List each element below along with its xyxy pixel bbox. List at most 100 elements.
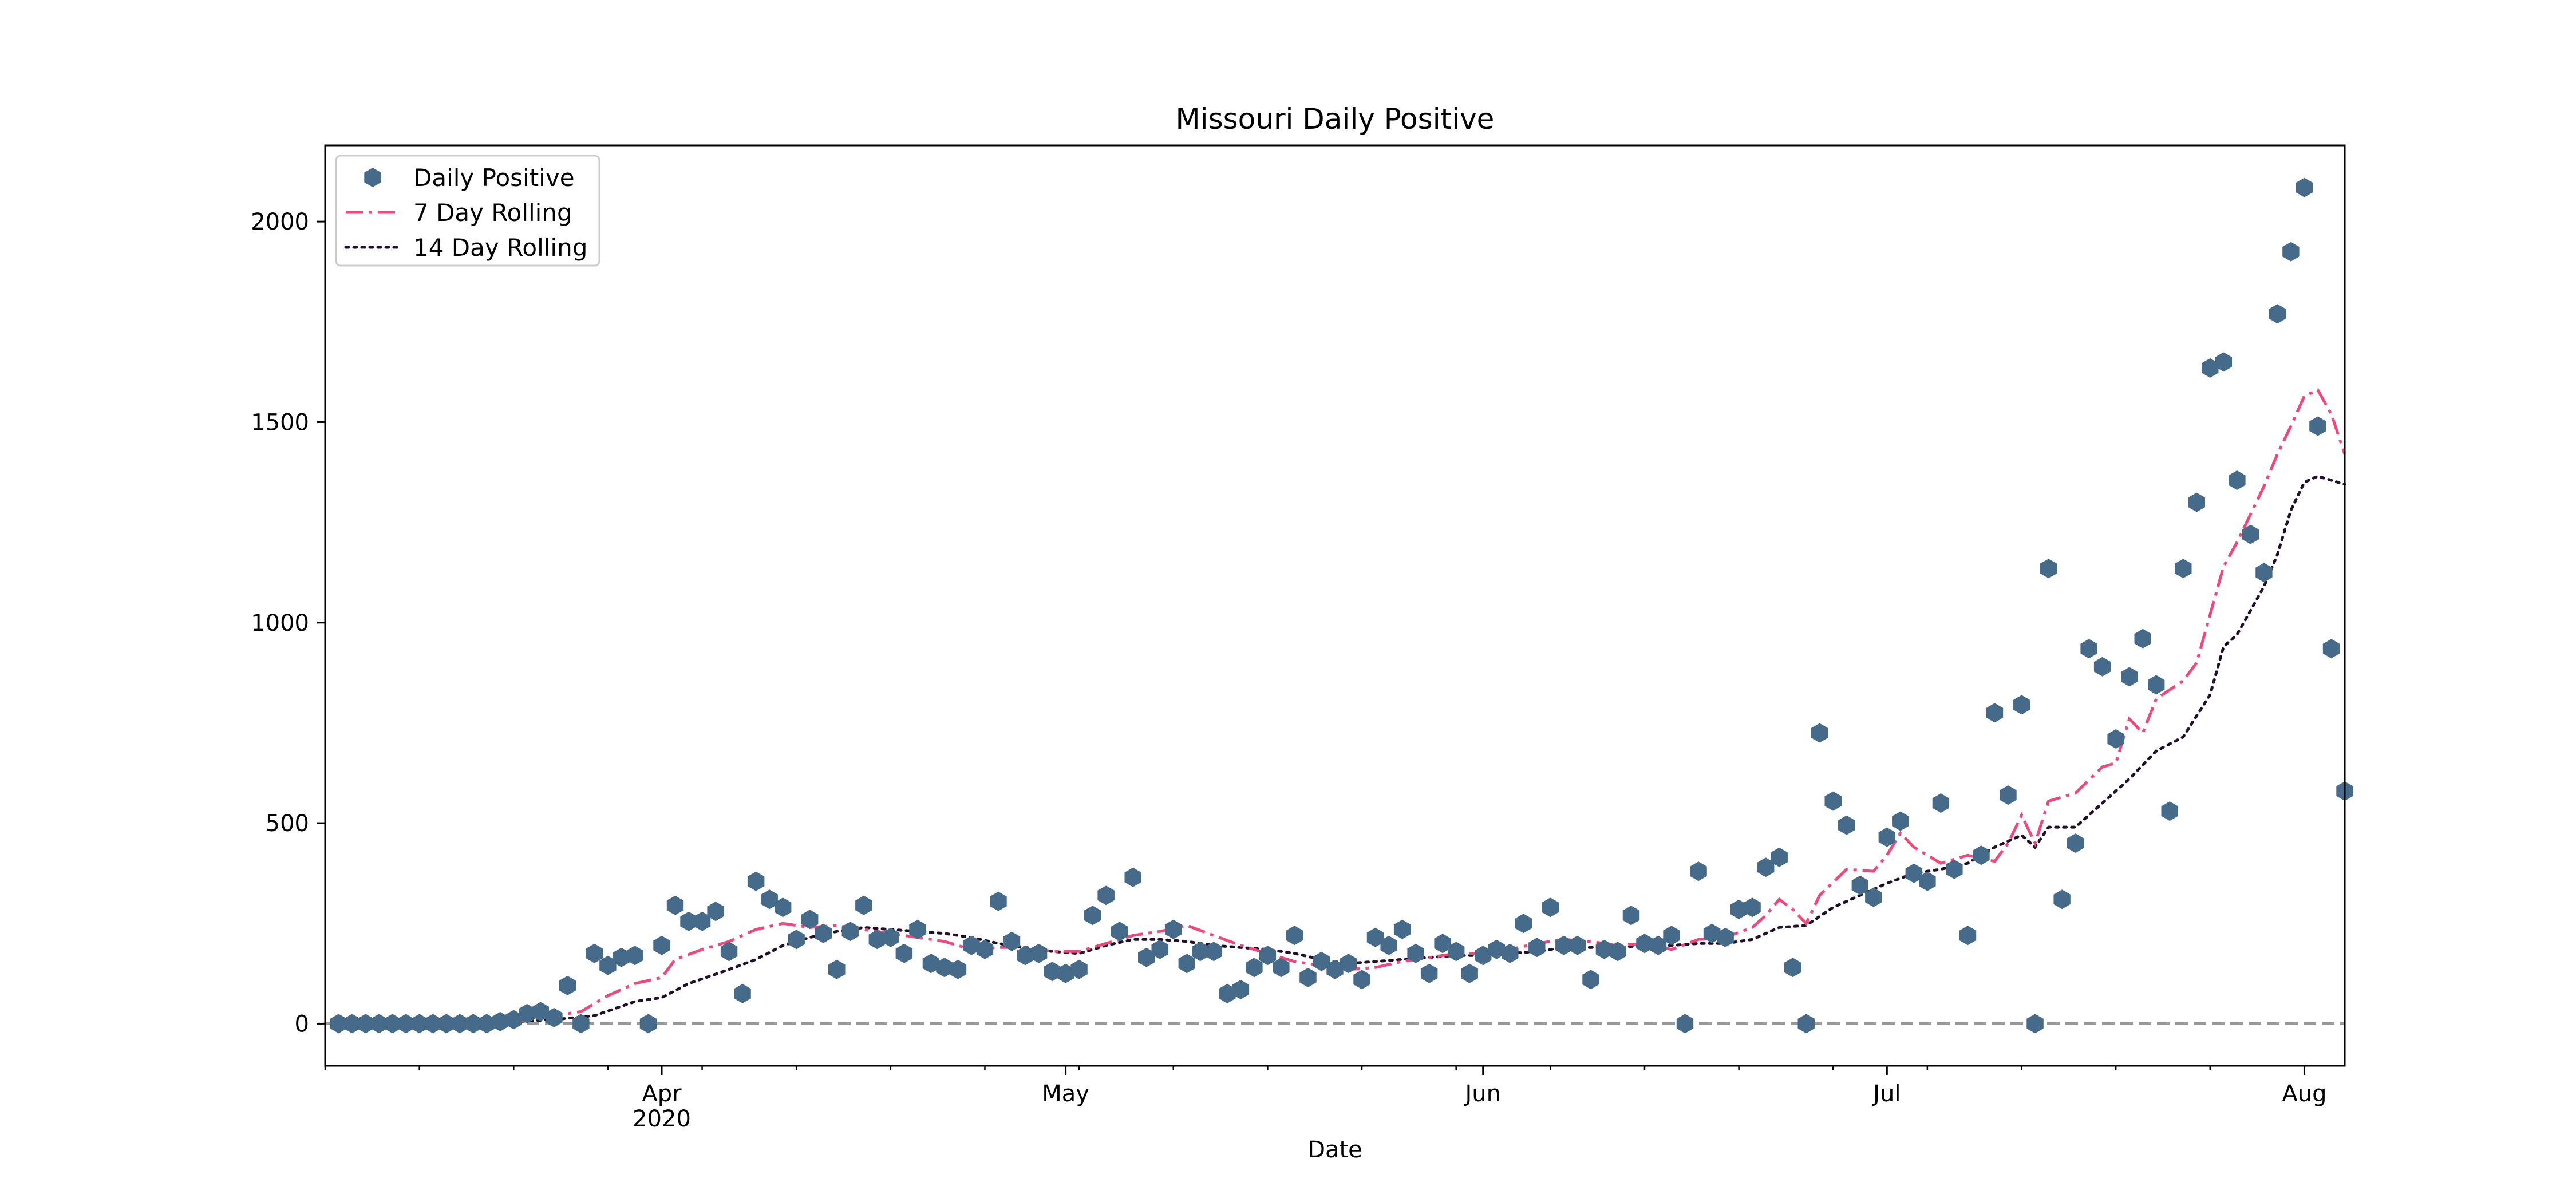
- daily-positive-point: [1461, 963, 1478, 983]
- daily-positive-point: [1448, 942, 1465, 962]
- daily-positive-point: [1851, 875, 1868, 895]
- daily-positive-point: [1097, 885, 1115, 906]
- daily-positive-point: [1017, 946, 1034, 966]
- x-tick-label: Jun: [1463, 1081, 1501, 1107]
- daily-positive-point: [370, 1014, 388, 1034]
- daily-positive-point: [2148, 675, 2165, 695]
- x-tick-sublabel: 2020: [633, 1106, 691, 1132]
- daily-positive-point: [1986, 703, 2004, 723]
- y-tick-label: 2000: [251, 209, 309, 235]
- daily-positive-point: [976, 939, 994, 959]
- rolling-14-series: [512, 475, 2346, 1023]
- daily-positive-point: [922, 954, 940, 974]
- daily-positive-point: [2121, 667, 2138, 687]
- daily-positive-point: [626, 946, 643, 966]
- y-tick-label: 1500: [251, 409, 309, 436]
- daily-positive-point: [465, 1014, 482, 1034]
- daily-positive-point: [801, 910, 819, 930]
- daily-positive-point: [1246, 958, 1263, 978]
- daily-positive-point: [2188, 492, 2205, 512]
- daily-positive-point: [1151, 939, 1168, 959]
- daily-positive-point: [1717, 927, 1734, 947]
- axes-frame: [324, 144, 2346, 1067]
- daily-positive-point: [2229, 470, 2246, 490]
- daily-positive-point: [1420, 963, 1438, 983]
- daily-positive-point: [519, 1003, 536, 1023]
- daily-positive-point: [1003, 931, 1021, 951]
- daily-positive-point: [478, 1014, 495, 1034]
- daily-positive-point: [2322, 639, 2340, 659]
- daily-positive-point: [775, 897, 792, 918]
- plot-area: [325, 177, 2353, 1034]
- daily-positive-point: [693, 911, 711, 931]
- daily-positive-point: [1865, 887, 1882, 907]
- daily-positive-point: [2013, 695, 2030, 715]
- daily-positive-point: [639, 1014, 657, 1034]
- daily-positive-point: [1044, 962, 1061, 982]
- daily-positive-point: [451, 1014, 468, 1034]
- daily-positive-point: [1528, 938, 1546, 958]
- daily-positive-point: [1703, 923, 1721, 943]
- daily-positive-point: [1340, 954, 1357, 974]
- daily-positive-point: [2000, 785, 2017, 805]
- daily-positive-point: [2161, 801, 2178, 821]
- daily-positive-point: [1273, 958, 1290, 978]
- daily-positive-point: [680, 911, 697, 931]
- daily-positive-point: [1111, 922, 1128, 942]
- daily-positive-point: [855, 895, 872, 915]
- daily-positive-point: [2296, 177, 2313, 197]
- daily-positive-point: [1393, 919, 1411, 939]
- legend: Daily Positive 7 Day Rolling 14 Day Rollin…: [335, 155, 600, 267]
- daily-positive-point: [1502, 943, 1519, 963]
- rolling-7-series: [513, 388, 2346, 1023]
- daily-positive-point: [1622, 906, 1640, 926]
- daily-positive-point: [532, 1002, 549, 1022]
- daily-positive-point: [909, 919, 926, 939]
- daily-positive-point: [1757, 857, 1775, 877]
- x-tick-label: May: [1042, 1081, 1089, 1107]
- daily-positive-point: [1515, 914, 1532, 934]
- daily-positive-point: [936, 958, 953, 978]
- daily-positive-point: [1030, 943, 1048, 963]
- daily-positive-point: [2282, 242, 2300, 262]
- daily-positive-point: [815, 923, 832, 943]
- daily-positive-point: [613, 947, 630, 967]
- daily-positive-point: [330, 1014, 347, 1034]
- daily-positive-point: [1488, 939, 1505, 959]
- daily-positive-point: [1744, 897, 1761, 918]
- daily-positive-point: [559, 975, 576, 995]
- daily-positive-point: [2309, 416, 2326, 436]
- daily-positive-point: [2067, 833, 2084, 853]
- daily-positive-point: [586, 943, 603, 963]
- daily-positive-point: [1542, 897, 1559, 918]
- daily-positive-point: [384, 1014, 401, 1034]
- daily-positive-point: [828, 959, 846, 979]
- daily-positive-point: [1730, 899, 1748, 919]
- daily-positive-point: [2080, 639, 2097, 659]
- daily-positive-point: [1178, 954, 1195, 974]
- daily-positive-point: [1232, 979, 1250, 999]
- daily-positive-point: [1771, 847, 1788, 867]
- daily-positive-point: [1946, 859, 1963, 879]
- daily-positive-point: [1663, 926, 1680, 946]
- daily-positive-point: [949, 959, 967, 979]
- daily-positive-point: [424, 1014, 441, 1034]
- daily-positive-point: [882, 927, 899, 947]
- daily-positive-point: [1892, 811, 1909, 831]
- daily-positive-point: [599, 955, 617, 975]
- daily-positive-point: [1555, 935, 1573, 955]
- daily-positive-point: [990, 891, 1007, 911]
- daily-positive-point: [1811, 723, 1828, 743]
- daily-positive-point: [1286, 926, 1303, 946]
- daily-positive-point: [841, 922, 859, 942]
- daily-positive-point: [734, 983, 751, 1003]
- daily-positive-point: [1084, 906, 1101, 926]
- daily-positive-point: [2215, 352, 2232, 372]
- daily-positive-point: [1878, 827, 1895, 847]
- daily-positive-point: [1636, 934, 1653, 954]
- x-tick-label: Jul: [1871, 1081, 1901, 1107]
- daily-positive-point: [1649, 935, 1667, 955]
- daily-positive-point: [1407, 943, 1424, 963]
- daily-positive-point: [666, 895, 684, 915]
